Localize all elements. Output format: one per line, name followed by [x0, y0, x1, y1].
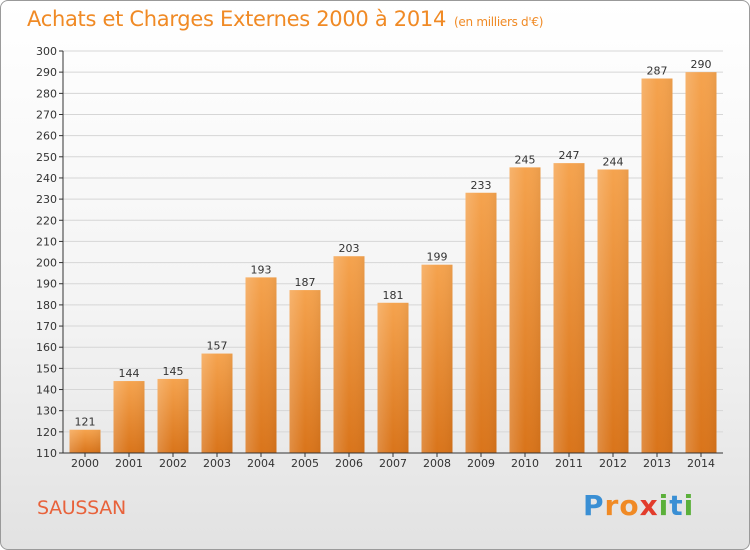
x-tick-label: 2002: [159, 457, 187, 470]
logo-letter: o: [619, 489, 640, 522]
logo-letter: x: [639, 489, 659, 522]
bar-value-label: 203: [339, 242, 360, 255]
bar-shine: [465, 192, 497, 454]
y-tick-label: 140: [36, 384, 57, 397]
y-tick-label: 180: [36, 299, 57, 312]
bar-value-label: 233: [471, 179, 492, 192]
x-tick-label: 2003: [203, 457, 231, 470]
bar-value-label: 181: [383, 289, 404, 302]
y-tick-label: 150: [36, 362, 57, 375]
x-tick-label: 2004: [247, 457, 275, 470]
logo-letter: P: [583, 489, 605, 522]
bar-value-label: 244: [603, 155, 624, 168]
bar-value-label: 193: [251, 263, 272, 276]
x-tick-label: 2006: [335, 457, 363, 470]
x-tick-label: 2012: [599, 457, 627, 470]
y-tick-label: 120: [36, 426, 57, 439]
bar-shine: [597, 169, 629, 454]
bar-shine: [113, 381, 145, 453]
bar-value-label: 145: [163, 365, 184, 378]
logo-letter: r: [604, 489, 620, 522]
y-tick-label: 210: [36, 235, 57, 248]
y-tick-label: 160: [36, 341, 57, 354]
bar-shine: [201, 353, 233, 453]
x-tick-label: 2001: [115, 457, 143, 470]
x-tick-label: 2013: [643, 457, 671, 470]
x-tick-label: 2008: [423, 457, 451, 470]
y-tick-label: 190: [36, 278, 57, 291]
logo-letter: i: [683, 489, 695, 522]
bar-shine: [641, 78, 673, 454]
bar-value-label: 144: [119, 367, 140, 380]
bar-value-label: 199: [427, 251, 448, 264]
bar-shine: [157, 378, 189, 453]
x-tick-label: 2009: [467, 457, 495, 470]
bars: 121 144 145 157 193 187 203 181 199 233 245 247 244 2…: [69, 58, 717, 454]
x-tick-label: 2005: [291, 457, 319, 470]
bar-shine: [333, 256, 365, 453]
chart-title: Achats et Charges Externes 2000 à 2014 (e…: [27, 7, 543, 31]
bar-shine: [377, 302, 409, 453]
y-tick-label: 240: [36, 172, 57, 185]
y-tick-label: 260: [36, 130, 57, 143]
bar-value-label: 187: [295, 276, 316, 289]
commune-name: SAUSSAN: [37, 497, 126, 519]
y-tick-label: 230: [36, 193, 57, 206]
x-tick-label: 2014: [687, 457, 715, 470]
logo-letter: i: [658, 489, 670, 522]
bar-value-label: 157: [207, 340, 228, 353]
logo-letter: t: [669, 489, 684, 522]
bar-value-label: 287: [647, 65, 668, 78]
bar-value-label: 247: [559, 149, 580, 162]
chart-title-text: Achats et Charges Externes 2000 à 2014: [27, 7, 447, 31]
bar-value-label: 290: [691, 58, 712, 71]
bar-shine: [245, 277, 277, 453]
y-tick-label: 300: [36, 45, 57, 58]
y-tick-label: 220: [36, 214, 57, 227]
y-tick-label: 110: [36, 447, 57, 460]
y-tick-label: 170: [36, 320, 57, 333]
bar-shine: [69, 429, 101, 453]
x-tick-label: 2000: [71, 457, 99, 470]
y-tick-label: 130: [36, 405, 57, 418]
chart-unit: (en milliers d'€): [454, 15, 544, 29]
y-tick-label: 290: [36, 66, 57, 79]
bar-shine: [685, 72, 717, 453]
proxiti-logo: Proxiti: [583, 489, 694, 522]
bar-shine: [421, 264, 453, 453]
y-tick-label: 200: [36, 257, 57, 270]
bar-shine: [509, 167, 541, 454]
x-tick-label: 2007: [379, 457, 407, 470]
y-tick-label: 270: [36, 108, 57, 121]
y-tick-label: 280: [36, 87, 57, 100]
bar-shine: [553, 163, 585, 453]
axes: 110 120 130 140 150 160 170 180 190 200 210 220 230 2…: [36, 45, 723, 470]
bar-value-label: 245: [515, 153, 536, 166]
bar-shine: [289, 290, 321, 453]
bar-value-label: 121: [75, 416, 96, 429]
x-tick-label: 2011: [555, 457, 583, 470]
y-tick-label: 250: [36, 151, 57, 164]
x-tick-label: 2010: [511, 457, 539, 470]
